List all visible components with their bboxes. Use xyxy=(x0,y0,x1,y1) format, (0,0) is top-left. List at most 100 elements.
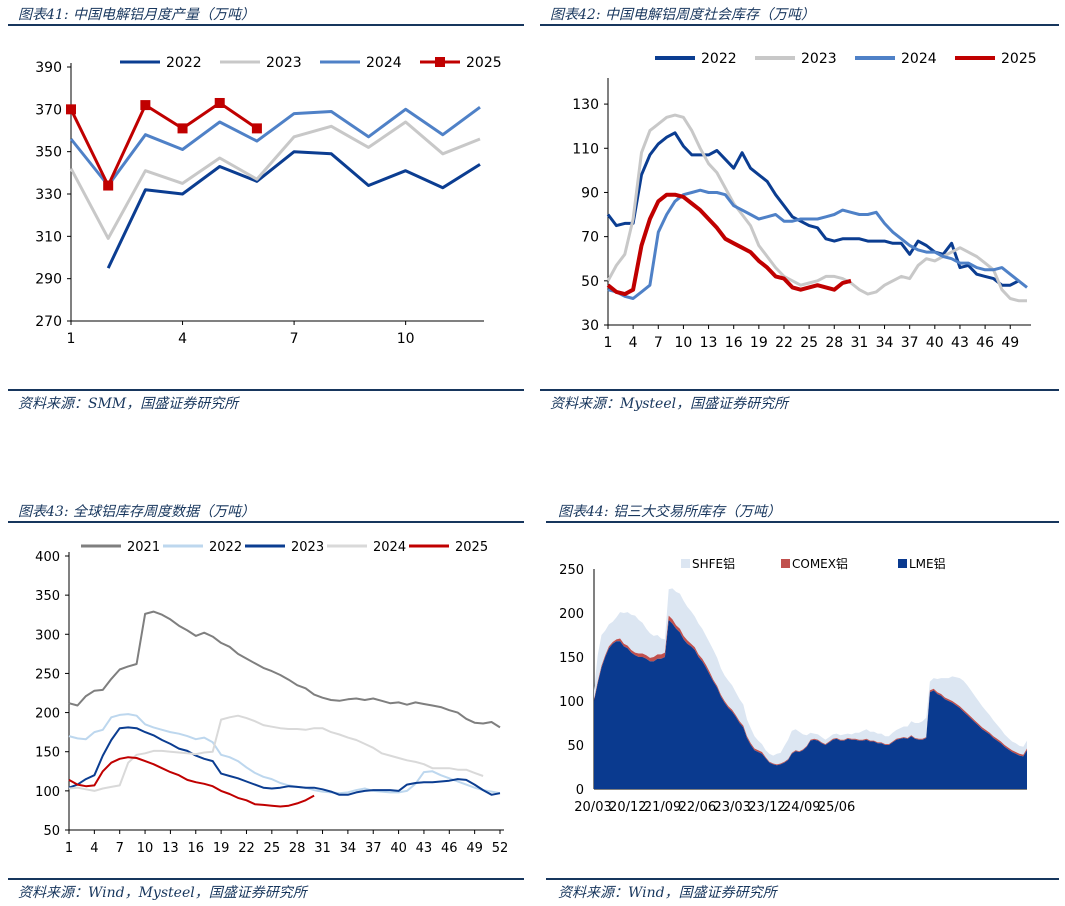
y-tick-label: 350 xyxy=(35,145,62,161)
chart-43-global-inventory: 50 100 150 200 250 300 350 400 1 4 7 10 13 16 19 22 25 28… xyxy=(35,540,509,856)
x-tick-label: 49 xyxy=(1001,335,1019,351)
chart-43-title: 图表43: 全球铝库存周度数据（万吨） xyxy=(18,504,255,520)
y-tick-label: 400 xyxy=(35,550,60,565)
legend-label-2025: 2025 xyxy=(455,540,488,555)
x-tick-label: 34 xyxy=(876,335,894,351)
y-tick-label: 100 xyxy=(559,695,584,710)
x-tick-label: 21/09 xyxy=(644,800,681,815)
series-2023-line xyxy=(68,726,501,796)
legend-label-2023: 2023 xyxy=(801,51,837,67)
y-tick-label: 30 xyxy=(581,318,599,334)
y-tick-label: 50 xyxy=(567,739,584,754)
legend-label-2021: 2021 xyxy=(127,540,160,555)
chart-43-title-rule xyxy=(8,521,524,523)
x-tick-label: 1 xyxy=(67,331,76,347)
x-tick-label: 16 xyxy=(187,841,204,856)
legend-swatch-SHFE铝 xyxy=(681,559,690,568)
y-tick-label: 150 xyxy=(35,746,60,761)
y-tick-label: 0 xyxy=(576,783,584,798)
series-2025-point xyxy=(66,104,76,115)
series-2024-line xyxy=(69,105,481,187)
x-tick-label: 31 xyxy=(314,841,331,856)
chart-42-title-rule xyxy=(540,24,1059,26)
x-tick-label: 37 xyxy=(365,841,382,856)
y-tick-label: 250 xyxy=(35,667,60,682)
series-2022-line xyxy=(106,150,481,269)
y-tick-label: 330 xyxy=(35,187,62,203)
x-tick-label: 28 xyxy=(825,335,843,351)
y-tick-label: 70 xyxy=(581,230,599,246)
y-tick-label: 200 xyxy=(35,707,60,722)
series-2025-point xyxy=(103,180,114,191)
chart-42-title: 图表42: 中国电解铝周度社会库存（万吨） xyxy=(550,7,815,23)
x-tick-label: 24/09 xyxy=(783,800,820,815)
x-tick-label: 28 xyxy=(289,841,306,856)
legend-swatch-COMEX铝 xyxy=(781,559,790,568)
legend-label-2025: 2025 xyxy=(466,55,502,71)
chart-41-title-rule xyxy=(8,24,524,26)
x-tick-label: 20/12 xyxy=(609,800,646,815)
x-tick-label: 10 xyxy=(397,331,415,347)
y-tick-label: 370 xyxy=(35,102,62,118)
y-tick-label: 150 xyxy=(559,651,584,666)
y-tick-label: 250 xyxy=(559,563,584,578)
chart-43-source: 资料来源：Wind，Mysteel，国盛证券研究所 xyxy=(18,885,307,901)
x-tick-label: 13 xyxy=(700,335,718,351)
x-tick-label: 10 xyxy=(675,335,693,351)
x-tick-label: 22 xyxy=(238,841,255,856)
x-tick-label: 10 xyxy=(137,841,154,856)
legend-label-COMEX铝: COMEX铝 xyxy=(792,556,848,571)
y-tick-label: 200 xyxy=(559,607,584,622)
series-2025-line xyxy=(606,192,852,297)
series-2025-point xyxy=(177,123,188,134)
chart-44-source: 资料来源：Wind，国盛证券研究所 xyxy=(558,885,777,901)
x-tick-label: 43 xyxy=(951,335,969,351)
chart-42-source-rule xyxy=(540,389,1059,391)
chart-41-source: 资料来源：SMM，国盛证券研究所 xyxy=(18,396,239,412)
series-2025-point xyxy=(214,97,225,108)
legend-label-2024: 2024 xyxy=(373,540,406,555)
legend-label-2023: 2023 xyxy=(291,540,324,555)
y-tick-label: 130 xyxy=(572,97,599,113)
series-2022-line xyxy=(68,713,501,795)
x-tick-label: 20/03 xyxy=(574,800,611,815)
legend-label-SHFE铝: SHFE铝 xyxy=(692,556,735,571)
x-tick-label: 52 xyxy=(492,841,509,856)
legend-label-2022: 2022 xyxy=(209,540,242,555)
series-2023-line xyxy=(69,120,481,240)
series-2025-point xyxy=(251,123,262,134)
chart-42-source: 资料来源：Mysteel，国盛证券研究所 xyxy=(550,396,789,412)
x-tick-label: 43 xyxy=(416,841,433,856)
y-tick-label: 50 xyxy=(43,824,60,839)
legend-marker-2025 xyxy=(435,57,445,67)
x-tick-label: 49 xyxy=(466,841,483,856)
series-2025-line xyxy=(69,101,258,187)
x-tick-label: 46 xyxy=(441,841,458,856)
y-tick-label: 110 xyxy=(572,141,599,157)
y-tick-label: 50 xyxy=(581,274,599,290)
chart-44-exchange-inventory: 0 50 100 150 200 250 20/0320/1221/0922/0623/03… xyxy=(559,556,1027,815)
x-tick-label: 31 xyxy=(850,335,868,351)
x-tick-label: 19 xyxy=(213,841,230,856)
chart-44-source-rule xyxy=(546,878,1059,880)
y-tick-label: 300 xyxy=(35,628,60,643)
series-2025-line xyxy=(68,756,315,808)
x-tick-label: 16 xyxy=(725,335,743,351)
legend-label-2023: 2023 xyxy=(266,55,302,71)
chart-44-title-rule xyxy=(546,521,1059,523)
x-tick-label: 4 xyxy=(90,841,98,856)
series-2025-point xyxy=(140,100,151,111)
y-tick-label: 310 xyxy=(35,229,62,245)
series-2024-line xyxy=(68,714,484,792)
legend-label-2022: 2022 xyxy=(166,55,202,71)
y-tick-label: 270 xyxy=(35,314,62,330)
x-tick-label: 1 xyxy=(604,335,613,351)
x-tick-label: 13 xyxy=(162,841,179,856)
area-LME铝 xyxy=(594,620,1027,789)
x-tick-label: 25 xyxy=(264,841,281,856)
x-tick-label: 19 xyxy=(750,335,768,351)
legend-label-2022: 2022 xyxy=(701,51,737,67)
legend-swatch-LME铝 xyxy=(898,559,907,568)
x-tick-label: 23/03 xyxy=(713,800,750,815)
legend-label-2024: 2024 xyxy=(901,51,937,67)
